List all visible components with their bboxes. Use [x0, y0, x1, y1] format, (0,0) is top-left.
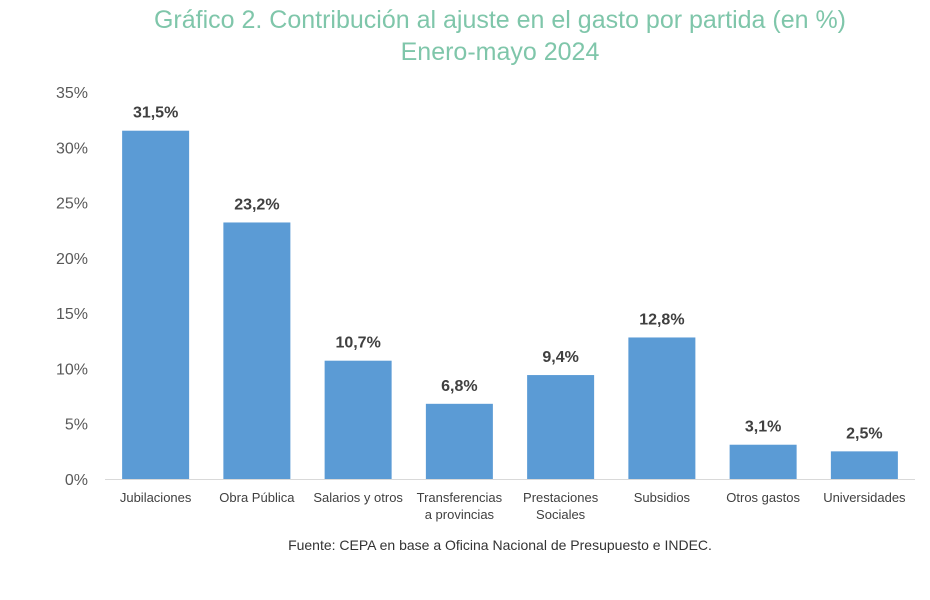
y-tick-label: 5%	[65, 417, 88, 434]
data-label: 12,8%	[639, 311, 684, 328]
bar	[425, 403, 493, 479]
y-tick-label: 25%	[56, 196, 88, 213]
x-tick-label: Obra Pública	[219, 490, 295, 505]
bar	[122, 130, 190, 479]
bar	[830, 451, 898, 479]
chart-subtitle: Enero-mayo 2024	[400, 38, 600, 66]
x-tick-label: Sociales	[536, 507, 586, 522]
data-label: 9,4%	[542, 349, 578, 366]
bar	[628, 337, 696, 479]
x-tick-label: Salarios y otros	[313, 490, 403, 505]
data-label: 2,5%	[846, 425, 882, 442]
bar	[324, 360, 392, 479]
y-tick-label: 0%	[65, 472, 88, 489]
bar	[527, 375, 595, 479]
x-tick-label: Prestaciones	[523, 490, 599, 505]
x-tick-label: Otros gastos	[726, 490, 800, 505]
x-tick-label: Universidades	[823, 490, 906, 505]
data-label: 31,5%	[133, 105, 178, 122]
y-tick-label: 20%	[56, 251, 88, 268]
chart-title: Gráfico 2. Contribución al ajuste en el …	[153, 6, 847, 34]
data-label: 3,1%	[745, 419, 781, 436]
x-tick-label: Transferencias	[417, 490, 503, 505]
data-label: 6,8%	[441, 378, 477, 395]
bar	[729, 444, 797, 479]
x-tick-label: Subsidios	[634, 490, 691, 505]
y-tick-label: 10%	[56, 361, 88, 378]
bar	[223, 222, 291, 479]
chart-source: Fuente: CEPA en base a Oficina Nacional …	[288, 537, 712, 553]
y-tick-label: 15%	[56, 306, 88, 323]
data-label: 23,2%	[234, 196, 279, 213]
data-label: 10,7%	[335, 335, 380, 352]
x-tick-label: a provincias	[425, 507, 495, 522]
y-tick-label: 35%	[56, 85, 88, 102]
x-tick-label: Jubilaciones	[120, 490, 192, 505]
y-tick-label: 30%	[56, 140, 88, 157]
